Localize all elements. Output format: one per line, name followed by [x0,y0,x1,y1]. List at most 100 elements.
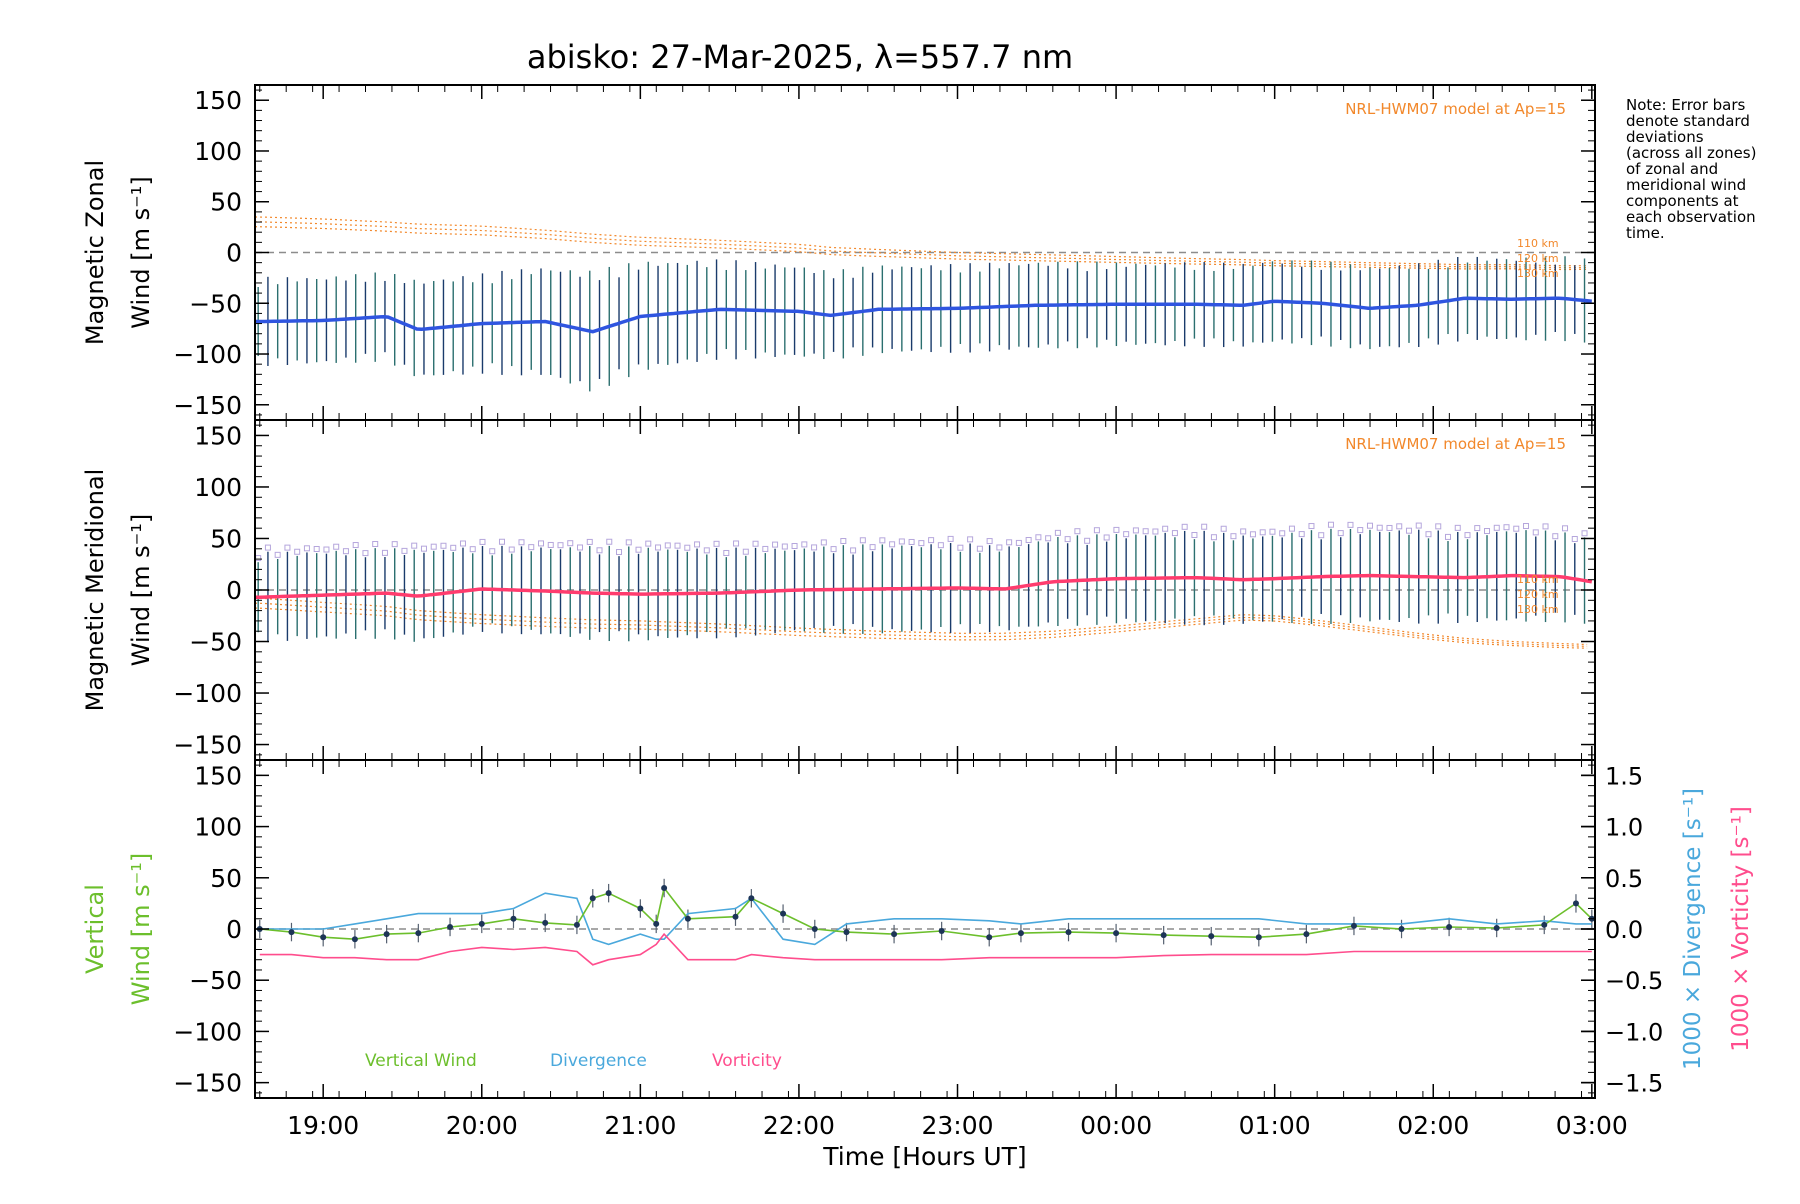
divergence-axis-label: 1000 × Divergence [s⁻¹] [1680,788,1706,1070]
note-line: time. [1626,224,1665,242]
model-label: NRL-HWM07 model at Ap=15 [1345,100,1566,118]
x-tick-label: 03:00 [1556,1111,1628,1140]
zone-marker [430,543,437,550]
zone-marker [1025,537,1032,544]
vertical-wind-point [843,929,850,936]
legend-label: Vorticity [712,1051,782,1071]
model-label: NRL-HWM07 model at Ap=15 [1345,435,1566,453]
model-curve [254,216,1588,267]
y-tick-label: −100 [173,679,242,708]
vorticity-axis-label: 1000 × Vorticity [s⁻¹] [1728,806,1754,1052]
y-tick-label: 0 [226,239,242,268]
zone-marker [1337,530,1344,537]
vertical-wind-point [637,905,644,912]
y-tick-label: −150 [173,1069,242,1098]
zone-marker [869,544,876,551]
y-axis-label-line2: Wind [m s⁻¹] [127,514,155,666]
zone-marker [489,548,496,555]
zone-marker [1562,525,1569,532]
zone-marker [1454,524,1461,531]
zone-marker [1347,521,1354,528]
vertical-wind-point [661,885,668,892]
zone-marker [1210,534,1217,541]
vertical-wind-point [383,931,390,938]
zone-marker [1581,530,1588,537]
y-tick-label: 50 [210,864,242,893]
zone-marker [577,544,584,551]
right-tick-label: −0.5 [1605,967,1663,995]
vertical-wind-point [415,930,422,937]
vertical-wind-point [447,923,454,930]
zone-marker [557,542,564,549]
zone-marker [450,544,457,551]
zone-marker [294,548,301,555]
vertical-wind-point [1208,933,1215,940]
zone-marker [1405,527,1412,534]
divergence-line [259,892,1592,946]
zone-marker [1006,539,1013,546]
zone-marker [655,544,662,551]
zone-marker [850,547,857,554]
zone-marker [440,542,447,549]
zone-marker [1318,532,1325,539]
note-line: each observation [1626,208,1756,226]
zone-marker [1444,533,1451,540]
y-tick-label: 150 [194,761,242,790]
vertical-wind-point [1160,932,1167,939]
y-axis-label-line2: Wind [m s⁻¹] [127,176,155,328]
zone-marker [791,542,798,549]
chart-title: abisko: 27-Mar-2025, λ=557.7 nm [526,38,1074,76]
vertical-wind-point [1255,934,1262,941]
zone-marker [342,548,349,555]
zone-marker [830,546,837,553]
zone-marker [1542,523,1549,530]
note-line: components at [1626,192,1739,210]
y-tick-label: 0 [226,915,242,944]
vertical-wind-point [1113,930,1120,937]
y-tick-label: −100 [173,340,242,369]
y-axis-label-line1: Magnetic Meridional [81,469,109,712]
zone-marker [742,548,749,555]
zone-marker [1074,528,1081,535]
zone-marker [1396,523,1403,530]
height-label: 120 km [1517,588,1559,601]
y-axis-label-line1: Vertical [81,884,109,974]
vertical-wind-point [351,936,358,943]
model-curve [254,221,1588,269]
zone-marker [811,544,818,551]
zone-marker [645,540,652,547]
zone-marker [1171,530,1178,537]
zone-marker [928,537,935,544]
x-tick-label: 00:00 [1080,1111,1152,1140]
zone-marker [381,549,388,556]
zone-marker [1552,533,1559,540]
zone-marker [976,545,983,552]
zone-marker [723,549,730,556]
zone-marker [1240,528,1247,535]
y-tick-label: 150 [194,421,242,450]
zone-marker [1142,528,1149,535]
zone-marker [772,541,779,548]
x-tick-label: 21:00 [604,1111,676,1140]
zone-marker [420,545,427,552]
x-tick-label: 02:00 [1397,1111,1469,1140]
zone-marker [606,538,613,545]
zone-marker [1523,523,1530,530]
zone-marker [1152,528,1159,535]
zone-marker [1113,526,1120,533]
vertical-wind-point [1398,926,1405,932]
vertical-wind-point [1303,931,1310,938]
zone-marker [1376,524,1383,531]
right-tick-label: 0.0 [1605,916,1643,944]
zone-marker [333,543,340,550]
zone-marker [264,544,271,551]
zone-marker [528,544,535,551]
note-line: (across all zones) [1626,144,1757,162]
y-tick-label: 100 [194,137,242,166]
zone-marker [635,546,642,553]
zone-marker [313,546,320,553]
zone-marker [840,538,847,545]
right-tick-label: −1.5 [1605,1070,1663,1098]
legend-label: Vertical Wind [365,1051,477,1071]
